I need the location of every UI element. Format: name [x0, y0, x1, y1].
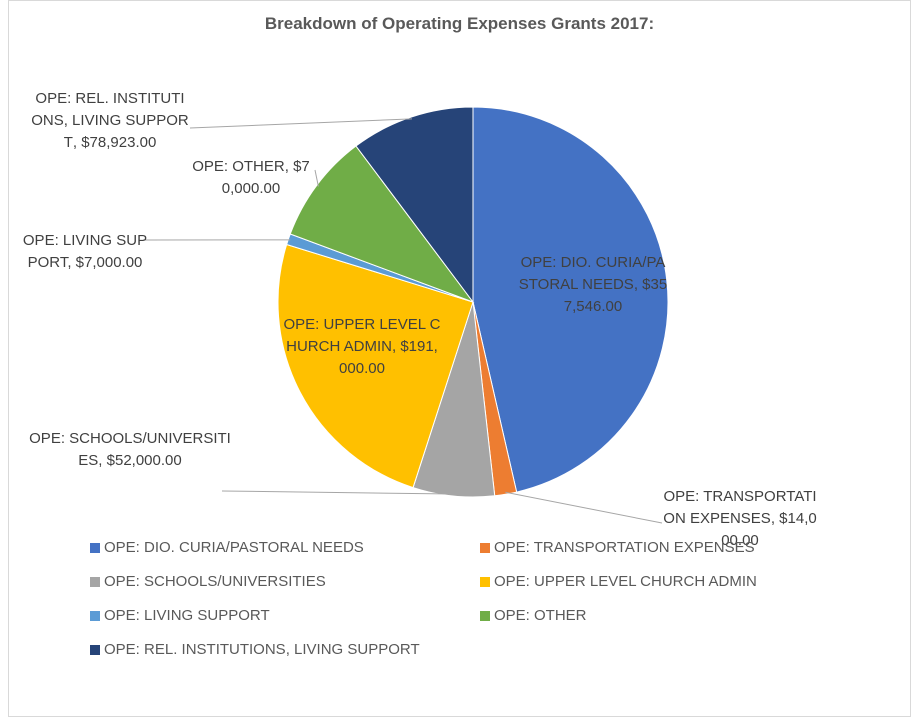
legend-item: OPE: REL. INSTITUTIONS, LIVING SUPPORT — [90, 641, 420, 658]
legend-swatch — [480, 610, 490, 621]
data-label: OPE: LIVING SUPPORT$7,000.00 — [20, 230, 150, 274]
legend-label: OPE: SCHOOLS/UNIVERSITIES — [104, 573, 326, 590]
data-label-value: $14,000.00 — [721, 510, 817, 549]
legend-swatch — [90, 610, 100, 621]
pie-slice — [289, 145, 475, 304]
data-label-value: $52,000.00 — [106, 452, 182, 469]
legend-label: OPE: UPPER LEVEL CHURCH ADMIN — [494, 573, 757, 590]
legend-label: OPE: OTHER — [494, 607, 587, 624]
legend-swatch — [90, 542, 100, 553]
legend-item: OPE: DIO. CURIA/PASTORAL NEEDS — [90, 539, 364, 556]
pie-slice — [355, 106, 474, 304]
legend-item: OPE: OTHER — [480, 607, 587, 624]
legend-label: OPE: TRANSPORTATION EXPENSES — [494, 539, 755, 556]
data-label: OPE: DIO. CURIA/PASTORAL NEEDS$357,546.0… — [518, 252, 668, 318]
data-label-value: $357,546.00 — [563, 276, 668, 315]
data-label: OPE: REL. INSTITUTIONS, LIVING SUPPORT$7… — [30, 88, 190, 154]
data-label-value: $78,923.00 — [81, 134, 157, 151]
data-label-value: $7,000.00 — [75, 254, 143, 271]
leader-line — [505, 491, 663, 524]
legend-label: OPE: DIO. CURIA/PASTORAL NEEDS — [104, 539, 364, 556]
data-label: OPE: TRANSPORTATION EXPENSES$14,000.00 — [660, 486, 820, 552]
legend-item: OPE: SCHOOLS/UNIVERSITIES — [90, 573, 326, 590]
legend-swatch — [480, 576, 490, 587]
legend-item: OPE: TRANSPORTATION EXPENSES — [480, 539, 755, 556]
pie-slice — [277, 243, 474, 489]
legend-label: OPE: REL. INSTITUTIONS, LIVING SUPPORT — [104, 641, 420, 658]
legend-swatch — [480, 542, 490, 553]
pie-slice — [472, 106, 669, 493]
data-label: OPE: SCHOOLS/UNIVERSITIES$52,000.00 — [28, 428, 232, 472]
data-label-category: OPE: OTHER — [192, 158, 293, 175]
data-label: OPE: UPPER LEVEL CHURCH ADMIN$191,000.00 — [282, 314, 442, 380]
data-label-value: $70,000.00 — [221, 158, 310, 197]
legend-swatch — [90, 644, 100, 655]
leader-line — [314, 169, 319, 187]
legend-item: OPE: LIVING SUPPORT — [90, 607, 270, 624]
leader-line — [221, 490, 454, 495]
leader-line — [189, 118, 412, 129]
data-label-value: $191,000.00 — [339, 338, 438, 377]
legend-label: OPE: LIVING SUPPORT — [104, 607, 270, 624]
chart-title: Breakdown of Operating Expenses Grants 2… — [264, 14, 655, 33]
data-label: OPE: OTHER$70,000.00 — [186, 156, 316, 200]
legend-item: OPE: UPPER LEVEL CHURCH ADMIN — [480, 573, 757, 590]
legend-swatch — [90, 576, 100, 587]
